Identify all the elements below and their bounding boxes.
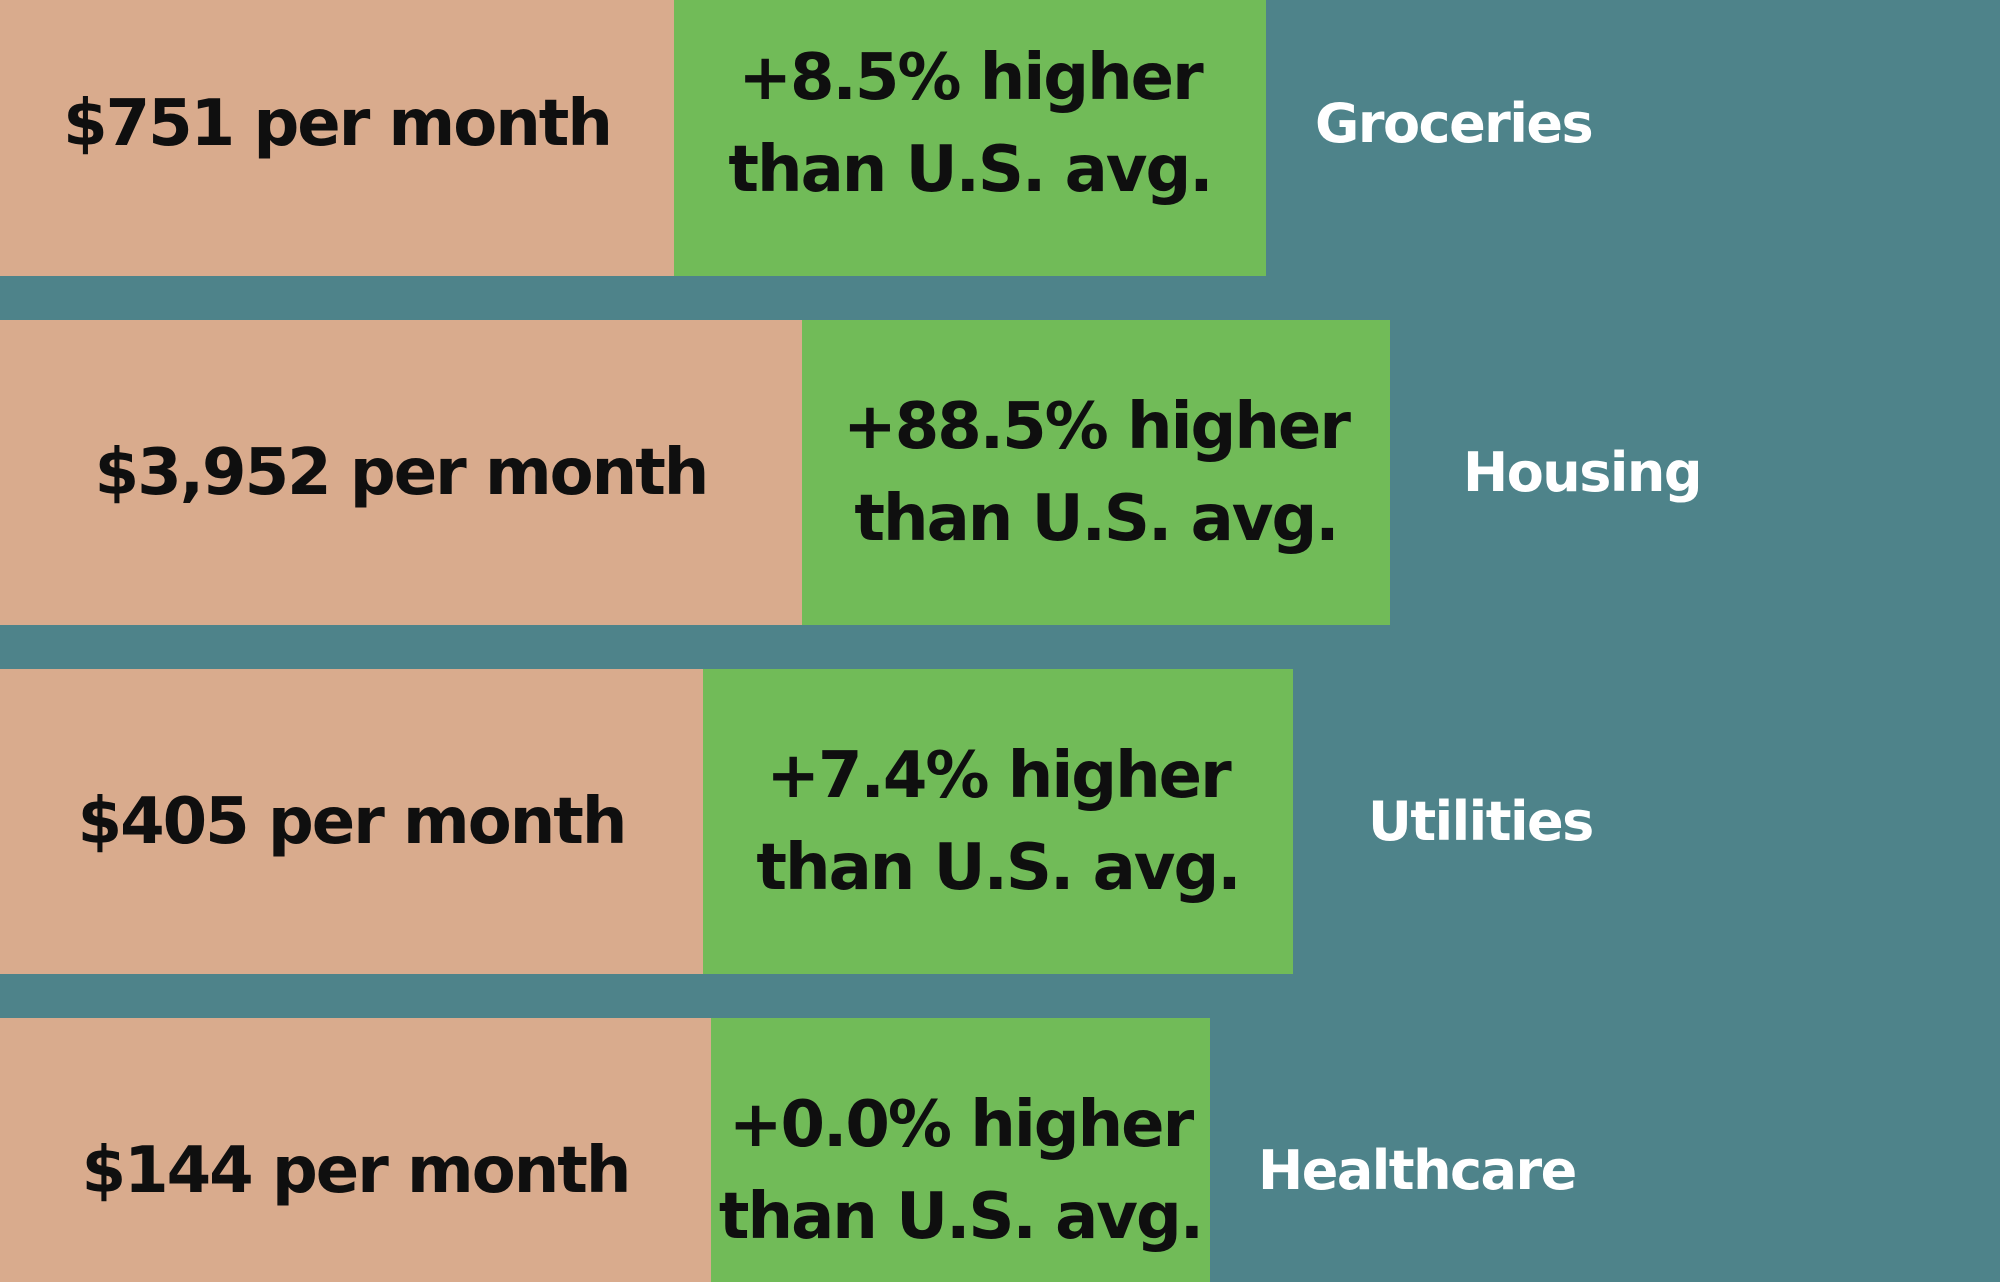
- row-groceries: $751 per month +8.5% higher than U.S. av…: [0, 0, 2000, 276]
- utilities-amount-label: $405 per month: [77, 784, 628, 859]
- housing-comparison-bar: +88.5% higher than U.S. avg.: [802, 320, 1390, 625]
- utilities-category-label: Utilities: [1368, 790, 1594, 853]
- healthcare-comparison-line-2: than U.S. avg.: [718, 1179, 1204, 1254]
- row-healthcare: $144 per month +0.0% higher than U.S. av…: [0, 1018, 2000, 1282]
- groceries-comparison-line-1: +8.5% higher: [738, 40, 1203, 115]
- healthcare-amount-bar: $144 per month: [0, 1018, 711, 1282]
- healthcare-comparison-text: +0.0% higher than U.S. avg.: [718, 1079, 1204, 1263]
- housing-comparison-line-2: than U.S. avg.: [854, 481, 1339, 556]
- utilities-amount-bar: $405 per month: [0, 669, 703, 974]
- healthcare-comparison-bar: +0.0% higher than U.S. avg.: [711, 1018, 1210, 1282]
- groceries-amount-bar: $751 per month: [0, 0, 674, 276]
- row-utilities: $405 per month +7.4% higher than U.S. av…: [0, 669, 2000, 974]
- utilities-comparison-bar: +7.4% higher than U.S. avg.: [703, 669, 1293, 974]
- utilities-comparison-line-2: than U.S. avg.: [756, 830, 1241, 905]
- housing-comparison-line-1: +88.5% higher: [843, 389, 1351, 464]
- groceries-comparison-line-2: than U.S. avg.: [728, 132, 1213, 207]
- groceries-category-label: Groceries: [1315, 92, 1594, 155]
- row-housing: $3,952 per month +88.5% higher than U.S.…: [0, 320, 2000, 625]
- groceries-amount-label: $751 per month: [63, 86, 613, 161]
- housing-amount-bar: $3,952 per month: [0, 320, 802, 625]
- healthcare-amount-label: $144 per month: [81, 1133, 632, 1208]
- utilities-comparison-text: +7.4% higher than U.S. avg.: [756, 730, 1241, 914]
- utilities-comparison-line-1: +7.4% higher: [766, 738, 1231, 813]
- healthcare-comparison-line-1: +0.0% higher: [728, 1087, 1194, 1162]
- housing-category-label: Housing: [1463, 441, 1702, 504]
- housing-amount-label: $3,952 per month: [94, 435, 710, 510]
- groceries-comparison-text: +8.5% higher than U.S. avg.: [728, 32, 1213, 216]
- groceries-comparison-bar: +8.5% higher than U.S. avg.: [674, 0, 1266, 276]
- housing-comparison-text: +88.5% higher than U.S. avg.: [843, 381, 1351, 565]
- healthcare-category-label: Healthcare: [1258, 1139, 1577, 1202]
